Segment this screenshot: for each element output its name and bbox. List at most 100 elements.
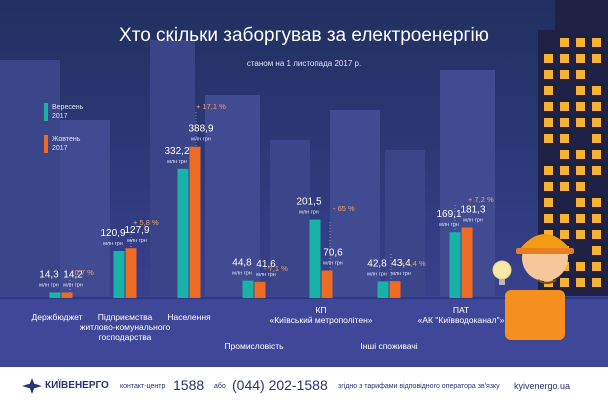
unit-label: млн грн — [391, 271, 411, 277]
bar-september — [309, 219, 321, 298]
unit-label: млн грн — [367, 271, 387, 277]
company-logo-icon — [22, 378, 42, 394]
building-window — [592, 54, 601, 63]
building-window — [544, 70, 553, 79]
value-label: 120,9 — [100, 228, 125, 239]
legend-swatch-october — [44, 135, 48, 153]
value-label: 127,9 — [124, 225, 149, 236]
website-link[interactable]: kyivenergo.ua — [514, 381, 571, 391]
change-label: + 1,4 % — [400, 259, 426, 268]
value-label: 14,3 — [39, 269, 59, 280]
bar-october — [125, 248, 137, 298]
building-window — [560, 182, 569, 191]
unit-label: млн грн — [256, 272, 276, 278]
phone-number: (044) 202-1588 — [232, 377, 328, 393]
building-window — [576, 118, 585, 127]
change-label: - 65 % — [333, 204, 355, 213]
building-window — [592, 166, 601, 175]
building-window — [576, 230, 585, 239]
unit-label: млн грн — [127, 238, 147, 244]
bar-september — [242, 280, 254, 298]
footer: КИЇВЕНЕРГО контакт-центр 1588 або (044) … — [0, 367, 608, 405]
unit-label: млн грн — [63, 282, 83, 288]
bar-september — [377, 281, 389, 298]
value-label: 43,4 — [391, 258, 411, 269]
building-window — [560, 134, 569, 143]
building-window — [592, 198, 601, 207]
building-window — [544, 182, 553, 191]
value-label: 14,2 — [63, 269, 83, 280]
bar-october — [321, 270, 333, 298]
contact-center-label: контакт-центр — [120, 383, 166, 390]
building-window — [560, 166, 569, 175]
value-label: 42,8 — [367, 258, 387, 269]
lit-building — [538, 0, 608, 300]
unit-label: млн грн — [39, 282, 59, 288]
building-window — [576, 182, 585, 191]
building-window — [592, 38, 601, 47]
category-label: «АК "Київводоканал"» — [418, 315, 505, 325]
legend-year-september: 2017 — [52, 113, 68, 120]
building-window — [544, 54, 553, 63]
or-label: або — [214, 383, 226, 390]
value-label: 41,6 — [256, 259, 276, 270]
building-window — [576, 54, 585, 63]
unit-label: млн грн — [463, 217, 483, 223]
electrician-illustration — [492, 234, 574, 340]
building-window — [592, 214, 601, 223]
building-window — [560, 102, 569, 111]
value-label: 181,3 — [460, 204, 485, 215]
building-window — [576, 198, 585, 207]
change-label: + 5,8 % — [133, 218, 159, 227]
bar-october — [254, 281, 266, 298]
company-name: КИЇВЕНЕРГО — [45, 380, 109, 391]
unit-label: млн грн — [232, 271, 252, 277]
unit-label: млн грн — [439, 222, 459, 228]
value-label: 70,6 — [323, 248, 343, 259]
category-label: господарства — [99, 332, 152, 342]
building-window — [576, 102, 585, 111]
legend-year-october: 2017 — [52, 145, 68, 152]
building-window — [576, 278, 585, 287]
category-label: Держбюджет — [31, 312, 82, 322]
bar-september — [177, 168, 189, 298]
building-window — [576, 86, 585, 95]
bar-october — [389, 281, 401, 298]
unit-label: млн грн — [103, 241, 123, 247]
category-label: Підприємства — [98, 312, 153, 322]
bar-october — [461, 227, 473, 298]
change-label: + 7,2 % — [468, 195, 494, 204]
building-window — [560, 278, 569, 287]
category-label: житлово-комунального — [80, 322, 171, 332]
building-window — [592, 230, 601, 239]
building-window — [592, 246, 601, 255]
building-window — [544, 198, 553, 207]
bar-october — [61, 292, 73, 298]
bar-october — [189, 146, 201, 298]
unit-label: млн грн — [299, 210, 319, 216]
building-window — [592, 278, 601, 287]
building-window — [592, 86, 601, 95]
bar-september — [113, 250, 125, 298]
unit-label: млн грн — [167, 159, 187, 165]
value-label: 201,5 — [296, 197, 321, 208]
change-label: - 7,1 % — [264, 264, 288, 273]
building-window — [560, 214, 569, 223]
legend-label-september: Вересень — [52, 104, 84, 111]
legend-label-october: Жовтень — [52, 136, 81, 143]
building-window — [560, 70, 569, 79]
building-window — [576, 214, 585, 223]
unit-label: млн грн — [191, 137, 211, 143]
building-window — [544, 166, 553, 175]
building-window — [592, 102, 601, 111]
value-label: 44,8 — [232, 258, 252, 269]
building-window — [592, 262, 601, 271]
building-window — [544, 118, 553, 127]
unit-label: млн грн — [323, 261, 343, 267]
category-label: Інші споживачі — [360, 341, 417, 351]
city-skyline — [0, 40, 495, 300]
change-label: + 17,1 % — [196, 102, 226, 111]
category-label: КП — [315, 305, 326, 315]
building-window — [592, 150, 601, 159]
